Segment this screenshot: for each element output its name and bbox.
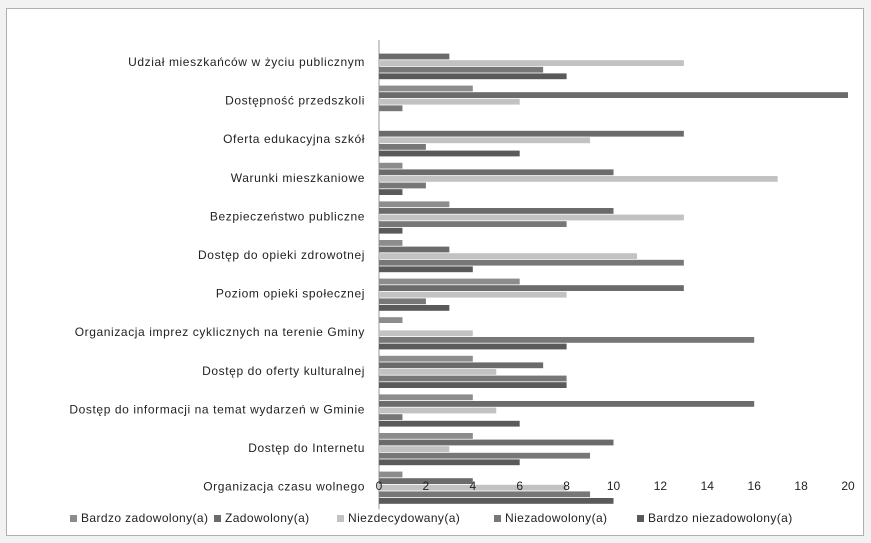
legend-swatch (637, 515, 644, 522)
bar (379, 382, 567, 388)
category-label: Warunki mieszkaniowe (231, 171, 365, 185)
category-label: Bezpieczeństwo publiczne (210, 209, 365, 223)
bar (379, 355, 473, 362)
bar (379, 446, 450, 452)
bar (379, 420, 520, 427)
bar (379, 439, 614, 446)
category-label: Dostęp do informacji na temat wydarzeń w… (69, 402, 365, 416)
bar (379, 240, 403, 246)
bar (379, 98, 520, 105)
bar (379, 369, 497, 375)
bar (379, 278, 520, 285)
x-tick-label: 8 (563, 479, 570, 493)
category-label: Organizacja imprez cyklicznych na tereni… (75, 325, 365, 339)
bar (379, 471, 403, 478)
bar (379, 214, 684, 221)
x-tick-label: 4 (469, 479, 476, 493)
bar (379, 169, 614, 176)
category-labels: Udział mieszkańców w życiu publicznym Dos… (69, 55, 365, 494)
x-axis: 0 2 4 6 8 10 12 14 16 18 20 (376, 479, 855, 493)
bar (379, 459, 520, 466)
bar (379, 162, 403, 169)
legend-swatch (337, 515, 344, 522)
bar (379, 85, 473, 92)
legend-label: Niezadowolony(a) (505, 511, 607, 525)
category-label: Dostęp do opieki zdrowotnej (198, 248, 365, 262)
bar (379, 433, 473, 439)
bar (379, 362, 544, 369)
category-label: Dostęp do oferty kulturalnej (202, 364, 365, 378)
x-tick-label: 14 (701, 479, 715, 493)
category-label: Dostęp do Internetu (248, 441, 365, 455)
bar (379, 414, 403, 420)
x-tick-label: 2 (423, 479, 430, 493)
bar (379, 259, 684, 266)
bar (379, 285, 684, 291)
bar (379, 201, 450, 208)
bar (379, 266, 473, 273)
bar (379, 305, 450, 311)
legend: Bardzo zadowolony(a) Zadowolony(a) Niezdec… (70, 511, 793, 525)
bar (379, 452, 591, 459)
bar (379, 394, 473, 401)
bar (379, 221, 567, 227)
bar (379, 137, 591, 144)
bar (379, 189, 403, 195)
legend-label: Zadowolony(a) (225, 511, 310, 525)
x-tick-label: 0 (376, 479, 383, 493)
category-label: Dostępność przedszkoli (225, 94, 365, 108)
bar (379, 484, 567, 491)
bar (379, 105, 403, 112)
bar (379, 150, 520, 157)
x-tick-label: 16 (748, 479, 762, 493)
bar (379, 401, 755, 407)
bar (379, 208, 614, 214)
legend-swatch (214, 515, 221, 522)
bar (379, 92, 848, 98)
bar (379, 66, 544, 73)
bar (379, 317, 403, 323)
x-tick-label: 12 (654, 479, 668, 493)
bar (379, 337, 755, 343)
bar (379, 343, 567, 350)
category-label: Organizacja czasu wolnego (203, 480, 365, 494)
legend-label: Niezdecydowany(a) (348, 511, 460, 525)
bar (379, 375, 567, 382)
bar (379, 298, 426, 305)
x-tick-label: 20 (841, 479, 855, 493)
category-label: Udział mieszkańców w życiu publicznym (128, 55, 365, 69)
bar (379, 176, 778, 182)
legend-swatch (494, 515, 501, 522)
x-tick-label: 18 (794, 479, 808, 493)
bar (379, 407, 497, 414)
x-tick-label: 6 (516, 479, 523, 493)
bar (379, 227, 403, 234)
legend-label: Bardzo zadowolony(a) (81, 511, 208, 525)
bar (379, 73, 567, 80)
bar (379, 291, 567, 298)
plot-area (378, 40, 848, 510)
bar (379, 491, 591, 498)
bar (379, 53, 450, 60)
bar (379, 478, 473, 484)
legend-label: Bardzo niezadowolony(a) (648, 511, 793, 525)
x-tick-label: 10 (607, 479, 621, 493)
bar (379, 182, 426, 189)
bar (379, 246, 450, 253)
bar (379, 144, 426, 150)
bar (379, 498, 614, 504)
bar (379, 253, 637, 259)
bar (379, 60, 684, 66)
category-label: Oferta edukacyjna szkół (223, 132, 365, 146)
bar (379, 130, 684, 137)
legend-swatch (70, 515, 77, 522)
category-label: Poziom opieki społecznej (216, 287, 365, 301)
bar (379, 330, 473, 337)
